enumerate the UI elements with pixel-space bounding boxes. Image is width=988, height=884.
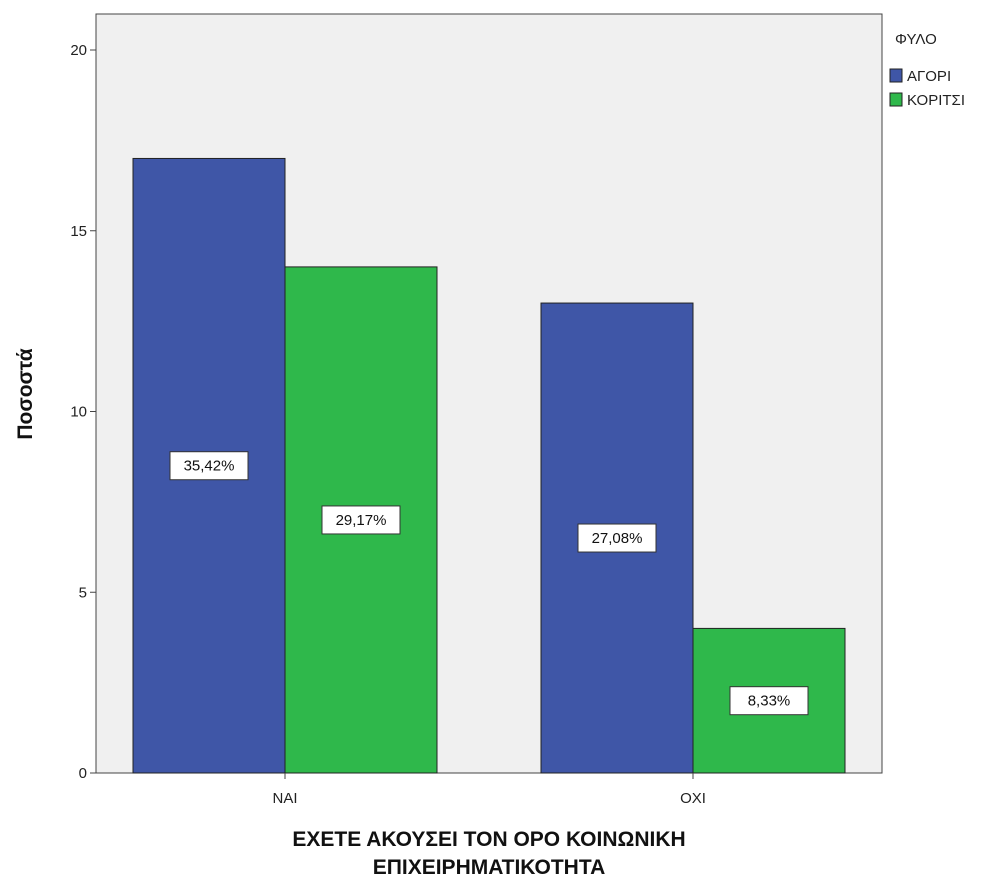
data-label-box [577, 523, 657, 553]
y-tick-label: 10 [70, 404, 87, 421]
x-axis-title-line-2: ΕΠΙΧΕΙΡΗΜΑΤΙΚΟΤΗΤΑ [373, 856, 606, 879]
y-axis: 0 5 10 15 20 [70, 42, 96, 782]
data-label-box [729, 686, 809, 716]
data-label: 35,42% [184, 458, 235, 475]
legend: ΦΥΛΟ ΑΓΟΡΙ ΚΟΡΙΤΣΙ [889, 31, 965, 109]
legend-title: ΦΥΛΟ [895, 31, 937, 48]
x-tick-label: ΝΑΙ [272, 790, 297, 807]
data-label: 29,17% [336, 512, 387, 529]
y-tick-label: 20 [70, 42, 87, 59]
legend-label-koritsi: ΚΟΡΙΤΣΙ [907, 92, 965, 109]
data-label-box [169, 451, 249, 481]
data-labels: 35,42% 29,17% 27,08% 8,33% [169, 451, 809, 716]
x-axis: ΝΑΙ ΟΧΙ [272, 773, 706, 807]
data-label-box [321, 505, 401, 535]
y-tick-label: 15 [70, 223, 87, 240]
x-tick-label: ΟΧΙ [680, 790, 706, 807]
y-tick-label: 5 [79, 584, 87, 601]
y-axis-title: Ποσοστά [14, 348, 37, 439]
data-label: 8,33% [748, 693, 791, 710]
legend-swatch-koritsi [889, 92, 903, 107]
y-tick-label: 0 [79, 765, 87, 782]
legend-label-agori: ΑΓΟΡΙ [907, 68, 951, 85]
legend-swatch-agori [889, 68, 903, 83]
x-axis-title-line-1: ΕΧΕΤΕ ΑΚΟΥΣΕΙ ΤΟΝ ΟΡΟ ΚΟΙΝΩΝΙΚΗ [292, 828, 685, 851]
data-label: 27,08% [592, 530, 643, 547]
